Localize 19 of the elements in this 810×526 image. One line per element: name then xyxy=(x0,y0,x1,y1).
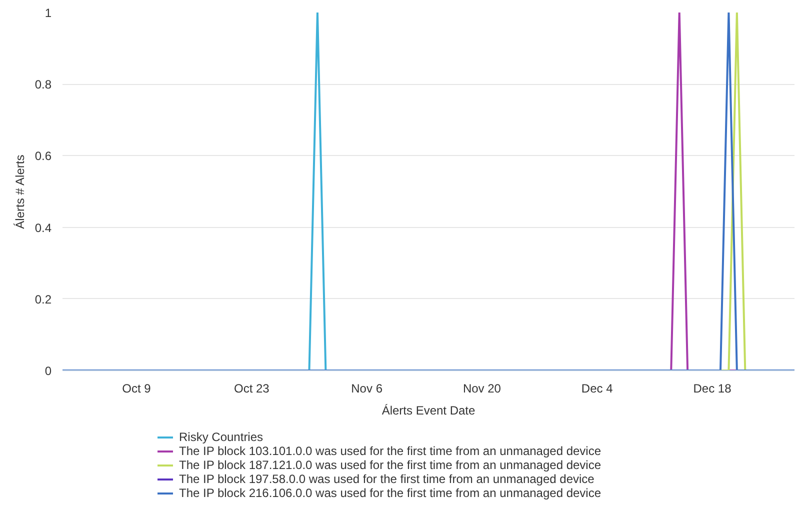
y-tick-label: 0 xyxy=(44,364,52,378)
y-tick-label: 0.6 xyxy=(34,149,52,164)
x-tick-label: Oct 23 xyxy=(234,382,270,396)
x-tick-label: Oct 9 xyxy=(122,382,152,396)
legend-label: The IP block 103.101.0.0 was used for the first time from an unmanaged device xyxy=(179,444,602,458)
legend-label: Risky Countries xyxy=(179,430,264,444)
x-tick-label: Dec 18 xyxy=(693,382,732,396)
y-tick-label: 0.4 xyxy=(34,220,52,235)
legend-label: The IP block 187.121.0.0 was used for the first time from an unmanaged device xyxy=(179,458,602,472)
legend-label: The IP block 216.106.0.0 was used for the first time from an unmanaged device xyxy=(179,486,602,500)
x-tick-label: Nov 20 xyxy=(462,382,502,396)
y-tick-label: 0.2 xyxy=(34,292,52,306)
y-tick-label: 1 xyxy=(44,6,52,20)
y-axis-title: Álerts # Alerts xyxy=(12,154,27,229)
legend-label: The IP block 197.58.0.0 was used for the first time from an unmanaged device xyxy=(179,472,594,486)
x-tick-label: Dec 4 xyxy=(581,382,614,396)
x-tick-label: Nov 6 xyxy=(351,382,383,396)
x-axis-title: Álerts Event Date xyxy=(382,404,476,418)
y-tick-label: 0.8 xyxy=(34,78,52,92)
